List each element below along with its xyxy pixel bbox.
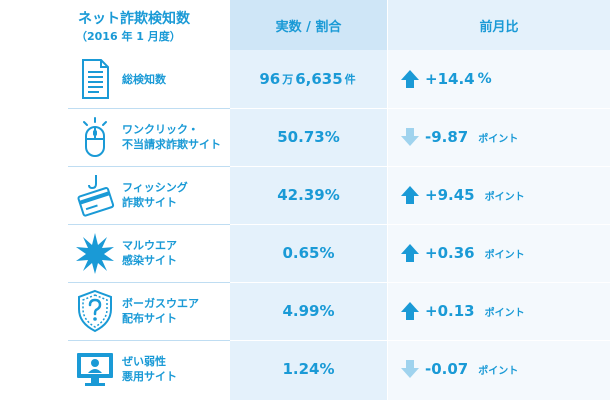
row-value: 96 万 6,635 件 bbox=[230, 50, 387, 108]
change-unit: ポイント bbox=[484, 307, 525, 319]
change-column-bg bbox=[388, 0, 610, 400]
change-header-bg bbox=[388, 0, 610, 50]
change-value: -0.07 bbox=[425, 360, 469, 378]
row-divider-mid bbox=[230, 108, 610, 109]
change-unit: ポイント bbox=[484, 191, 525, 203]
mouse-click-icon bbox=[83, 117, 107, 157]
arrow-down-icon bbox=[401, 128, 419, 146]
row-label: マルウエア 感染サイト bbox=[122, 224, 177, 282]
arrow-up-icon bbox=[401, 70, 419, 88]
row-label-line1: マルウエア bbox=[122, 239, 177, 252]
row-label: 総検知数 bbox=[122, 50, 166, 108]
table-row-total-detections: 総検知数 96 万 6,635 件 +14.4 % bbox=[0, 50, 610, 109]
row-label-line1: フィッシング bbox=[122, 181, 188, 194]
row-label: ボーガスウエア 配布サイト bbox=[122, 282, 199, 340]
row-change: -0.07 ポイント bbox=[400, 340, 518, 398]
value-header-bg bbox=[230, 0, 387, 50]
row-divider-mid bbox=[230, 166, 610, 167]
document-icon bbox=[82, 59, 109, 99]
row-value: 42.39% bbox=[277, 186, 340, 204]
value-number-1: 96 bbox=[259, 70, 281, 88]
table-subtitle: （2016 年 1 月度） bbox=[76, 30, 181, 43]
arrow-down-icon bbox=[401, 360, 419, 378]
row-change: +9.45 ポイント bbox=[400, 166, 525, 224]
phishing-hook-card-icon bbox=[77, 175, 115, 217]
row-divider-mid bbox=[230, 340, 610, 341]
row-label-line2: 配布サイト bbox=[122, 312, 177, 325]
arrow-up-icon bbox=[401, 244, 419, 262]
row-label-line1: ワンクリック・ bbox=[122, 123, 199, 136]
value-unit-1: 万 bbox=[282, 73, 294, 86]
shield-question-icon bbox=[78, 289, 112, 333]
change-unit: ポイント bbox=[484, 249, 525, 261]
change-value: -9.87 bbox=[425, 128, 469, 146]
change-value: +0.13 bbox=[425, 302, 475, 320]
table-row-bogusware: ボーガスウエア 配布サイト 4.99% +0.13 ポイント bbox=[0, 282, 610, 341]
row-change: +0.36 ポイント bbox=[400, 224, 525, 282]
row-label-line1: 総検知数 bbox=[122, 72, 166, 86]
arrow-up-icon bbox=[401, 302, 419, 320]
row-change: +14.4 % bbox=[400, 50, 492, 108]
table-row-one-click: ワンクリック・ 不当請求詐欺サイト 50.73% -9.87 ポイント bbox=[0, 108, 610, 167]
value-unit-2: 件 bbox=[344, 73, 356, 86]
change-value: +0.36 bbox=[425, 244, 475, 262]
change-value: +9.45 bbox=[425, 186, 475, 204]
row-label-line2: 不当請求詐欺サイト bbox=[122, 138, 221, 151]
column-divider bbox=[387, 0, 388, 400]
change-unit: % bbox=[477, 71, 492, 87]
row-divider-mid bbox=[230, 224, 610, 225]
row-value: 50.73% bbox=[277, 128, 340, 146]
row-label: フィッシング 詐欺サイト bbox=[122, 166, 188, 224]
arrow-up-icon bbox=[401, 186, 419, 204]
change-column-header: 前月比 bbox=[479, 20, 519, 35]
change-unit: ポイント bbox=[478, 133, 519, 145]
row-label: ぜい弱性 悪用サイト bbox=[122, 340, 177, 398]
value-number-2: 6,635 bbox=[295, 70, 343, 88]
row-label-line2: 悪用サイト bbox=[122, 370, 177, 383]
row-label-line1: ぜい弱性 bbox=[122, 355, 166, 368]
row-divider-mid bbox=[230, 282, 610, 283]
monitor-vulnerable-icon bbox=[77, 353, 113, 386]
change-value: +14.4 bbox=[425, 70, 475, 88]
change-unit: ポイント bbox=[478, 365, 519, 377]
row-value: 1.24% bbox=[282, 360, 335, 378]
row-label: ワンクリック・ 不当請求詐欺サイト bbox=[122, 108, 221, 166]
row-label-line2: 詐欺サイト bbox=[122, 196, 177, 209]
malware-burst-icon bbox=[76, 233, 114, 274]
row-label-line1: ボーガスウエア bbox=[122, 297, 199, 310]
row-value: 0.65% bbox=[282, 244, 335, 262]
table-title: ネット詐欺検知数 bbox=[78, 11, 190, 27]
row-change: +0.13 ポイント bbox=[400, 282, 525, 340]
table-row-malware: マルウエア 感染サイト 0.65% +0.36 ポイント bbox=[0, 224, 610, 283]
row-label-line2: 感染サイト bbox=[122, 254, 177, 267]
table-row-vulnerability: ぜい弱性 悪用サイト 1.24% -0.07 ポイント bbox=[0, 340, 610, 398]
value-column-header: 実数 / 割合 bbox=[275, 20, 342, 35]
value-column-bg bbox=[230, 0, 387, 400]
table-row-phishing: フィッシング 詐欺サイト 42.39% +9.45 ポイント bbox=[0, 166, 610, 225]
row-value: 4.99% bbox=[282, 302, 335, 320]
row-change: -9.87 ポイント bbox=[400, 108, 518, 166]
